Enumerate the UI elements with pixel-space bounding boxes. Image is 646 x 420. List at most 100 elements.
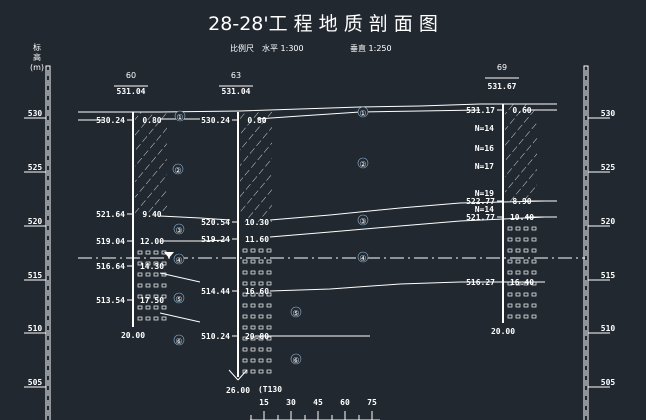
layer-boundary-2	[269, 200, 546, 221]
gravel-symbol	[531, 226, 537, 231]
gravel-symbol	[523, 270, 529, 275]
gravel-symbol	[242, 314, 248, 319]
elevation-tick-label: 510	[601, 324, 616, 333]
stratum-marker	[357, 251, 369, 263]
layer-elevation: 530.24	[96, 116, 125, 125]
gravel-symbol	[507, 237, 513, 242]
water-table-marker	[164, 252, 174, 258]
horizontal-scale: 水平 1:300	[262, 43, 304, 53]
gravel-symbol	[266, 369, 272, 374]
elevation-tick-label: 505	[601, 378, 616, 387]
elevation-tick-label: 515	[28, 271, 43, 280]
scale-label: 比例尺	[230, 43, 254, 53]
gravel-symbol	[250, 281, 256, 286]
elevation-tick-label: 525	[601, 163, 616, 172]
fill-hatch	[135, 112, 167, 214]
stratum-marker	[173, 292, 185, 304]
gravel-symbol	[242, 292, 248, 297]
layer-elevation: 516.64	[96, 262, 125, 271]
elevation-tick-label: 510	[28, 324, 43, 333]
gravel-symbol	[515, 237, 521, 242]
gravel-symbol	[242, 270, 248, 275]
layer-boundary-1	[256, 109, 481, 120]
layer-elevation: 531.17	[466, 106, 495, 115]
stratum-label: ②	[359, 160, 366, 169]
spt-value: N=17	[475, 162, 494, 171]
layer-boundary-5	[159, 272, 201, 283]
gravel-symbol	[250, 358, 256, 363]
gravel-symbol	[523, 314, 529, 319]
stratum-label: ⑥	[175, 337, 182, 346]
layer-boundary-6	[159, 312, 201, 323]
gravel-symbol	[266, 314, 272, 319]
gravel-symbol	[507, 292, 513, 297]
gravel-symbol	[145, 305, 151, 310]
gravel-symbol	[515, 314, 521, 319]
borehole-end-arrow	[228, 369, 239, 381]
borehole-note: (T130	[258, 385, 282, 394]
elevation-tick-label: 530	[28, 109, 43, 118]
gravel-symbol	[258, 281, 264, 286]
stratum-label: ②	[174, 166, 181, 175]
gravel-symbol	[507, 270, 513, 275]
gravel-symbol	[250, 325, 256, 330]
layer-elevation: 510.24	[201, 332, 230, 341]
layer-boundary-3	[269, 216, 546, 238]
stratum-label: ④	[175, 256, 182, 265]
layer-elevation: 520.54	[201, 218, 230, 227]
gravel-symbol	[515, 303, 521, 308]
gravel-symbol	[242, 303, 248, 308]
gravel-symbol	[153, 294, 159, 299]
spt-scale-label: 75	[367, 398, 377, 407]
gravel-symbol	[250, 303, 256, 308]
gravel-symbol	[153, 261, 159, 266]
stratum-label: ⑤	[292, 309, 299, 318]
gravel-symbol	[507, 314, 513, 319]
borehole-end-arrow	[237, 369, 248, 381]
gravel-symbol	[161, 261, 167, 266]
gravel-symbol	[250, 336, 256, 341]
gravel-symbol	[145, 283, 151, 288]
layer-depth: 16.60	[245, 287, 269, 296]
gravel-symbol	[242, 369, 248, 374]
axis-label: 高	[33, 52, 41, 62]
spt-scale-label: 15	[259, 398, 269, 407]
vertical-scale: 垂直 1:250	[350, 43, 392, 53]
gravel-symbol	[250, 270, 256, 275]
gravel-symbol	[266, 347, 272, 352]
elevation-tick-label: 520	[28, 217, 43, 226]
stratum-label: ④	[359, 254, 366, 263]
gravel-symbol	[266, 248, 272, 253]
layer-elevation: 519.04	[96, 237, 125, 246]
drawing-title: 28-28'工 程 地 质 剖 面 图	[208, 13, 438, 35]
layer-elevation: 530.24	[201, 116, 230, 125]
gravel-symbol	[242, 281, 248, 286]
gravel-symbol	[242, 325, 248, 330]
layer-boundary-5	[269, 281, 545, 292]
layer-elevation: 521.64	[96, 210, 125, 219]
gravel-symbol	[515, 248, 521, 253]
gravel-symbol	[242, 358, 248, 363]
gravel-symbol	[523, 248, 529, 253]
gravel-symbol	[137, 316, 143, 321]
gravel-symbol	[507, 303, 513, 308]
layer-depth: 17.50	[140, 296, 164, 305]
gravel-symbol	[250, 369, 256, 374]
layer-depth: 0.80	[142, 116, 161, 125]
gravel-symbol	[137, 261, 143, 266]
gravel-symbol	[507, 259, 513, 264]
elevation-tick-label: 530	[601, 109, 616, 118]
stratum-label: ⑥	[292, 356, 299, 365]
layer-elevation: 521.77	[466, 213, 495, 222]
stratum-label: ①	[359, 109, 366, 118]
elevation-tick-label: 520	[601, 217, 616, 226]
axis-label: 标	[33, 42, 41, 52]
axis-label: (m)	[30, 63, 44, 72]
gravel-symbol	[531, 314, 537, 319]
gravel-symbol	[145, 316, 151, 321]
borehole-total-depth: 20.00	[491, 327, 515, 336]
layer-boundary-3	[160, 239, 231, 242]
gravel-symbol	[161, 316, 167, 321]
gravel-symbol	[145, 272, 151, 277]
